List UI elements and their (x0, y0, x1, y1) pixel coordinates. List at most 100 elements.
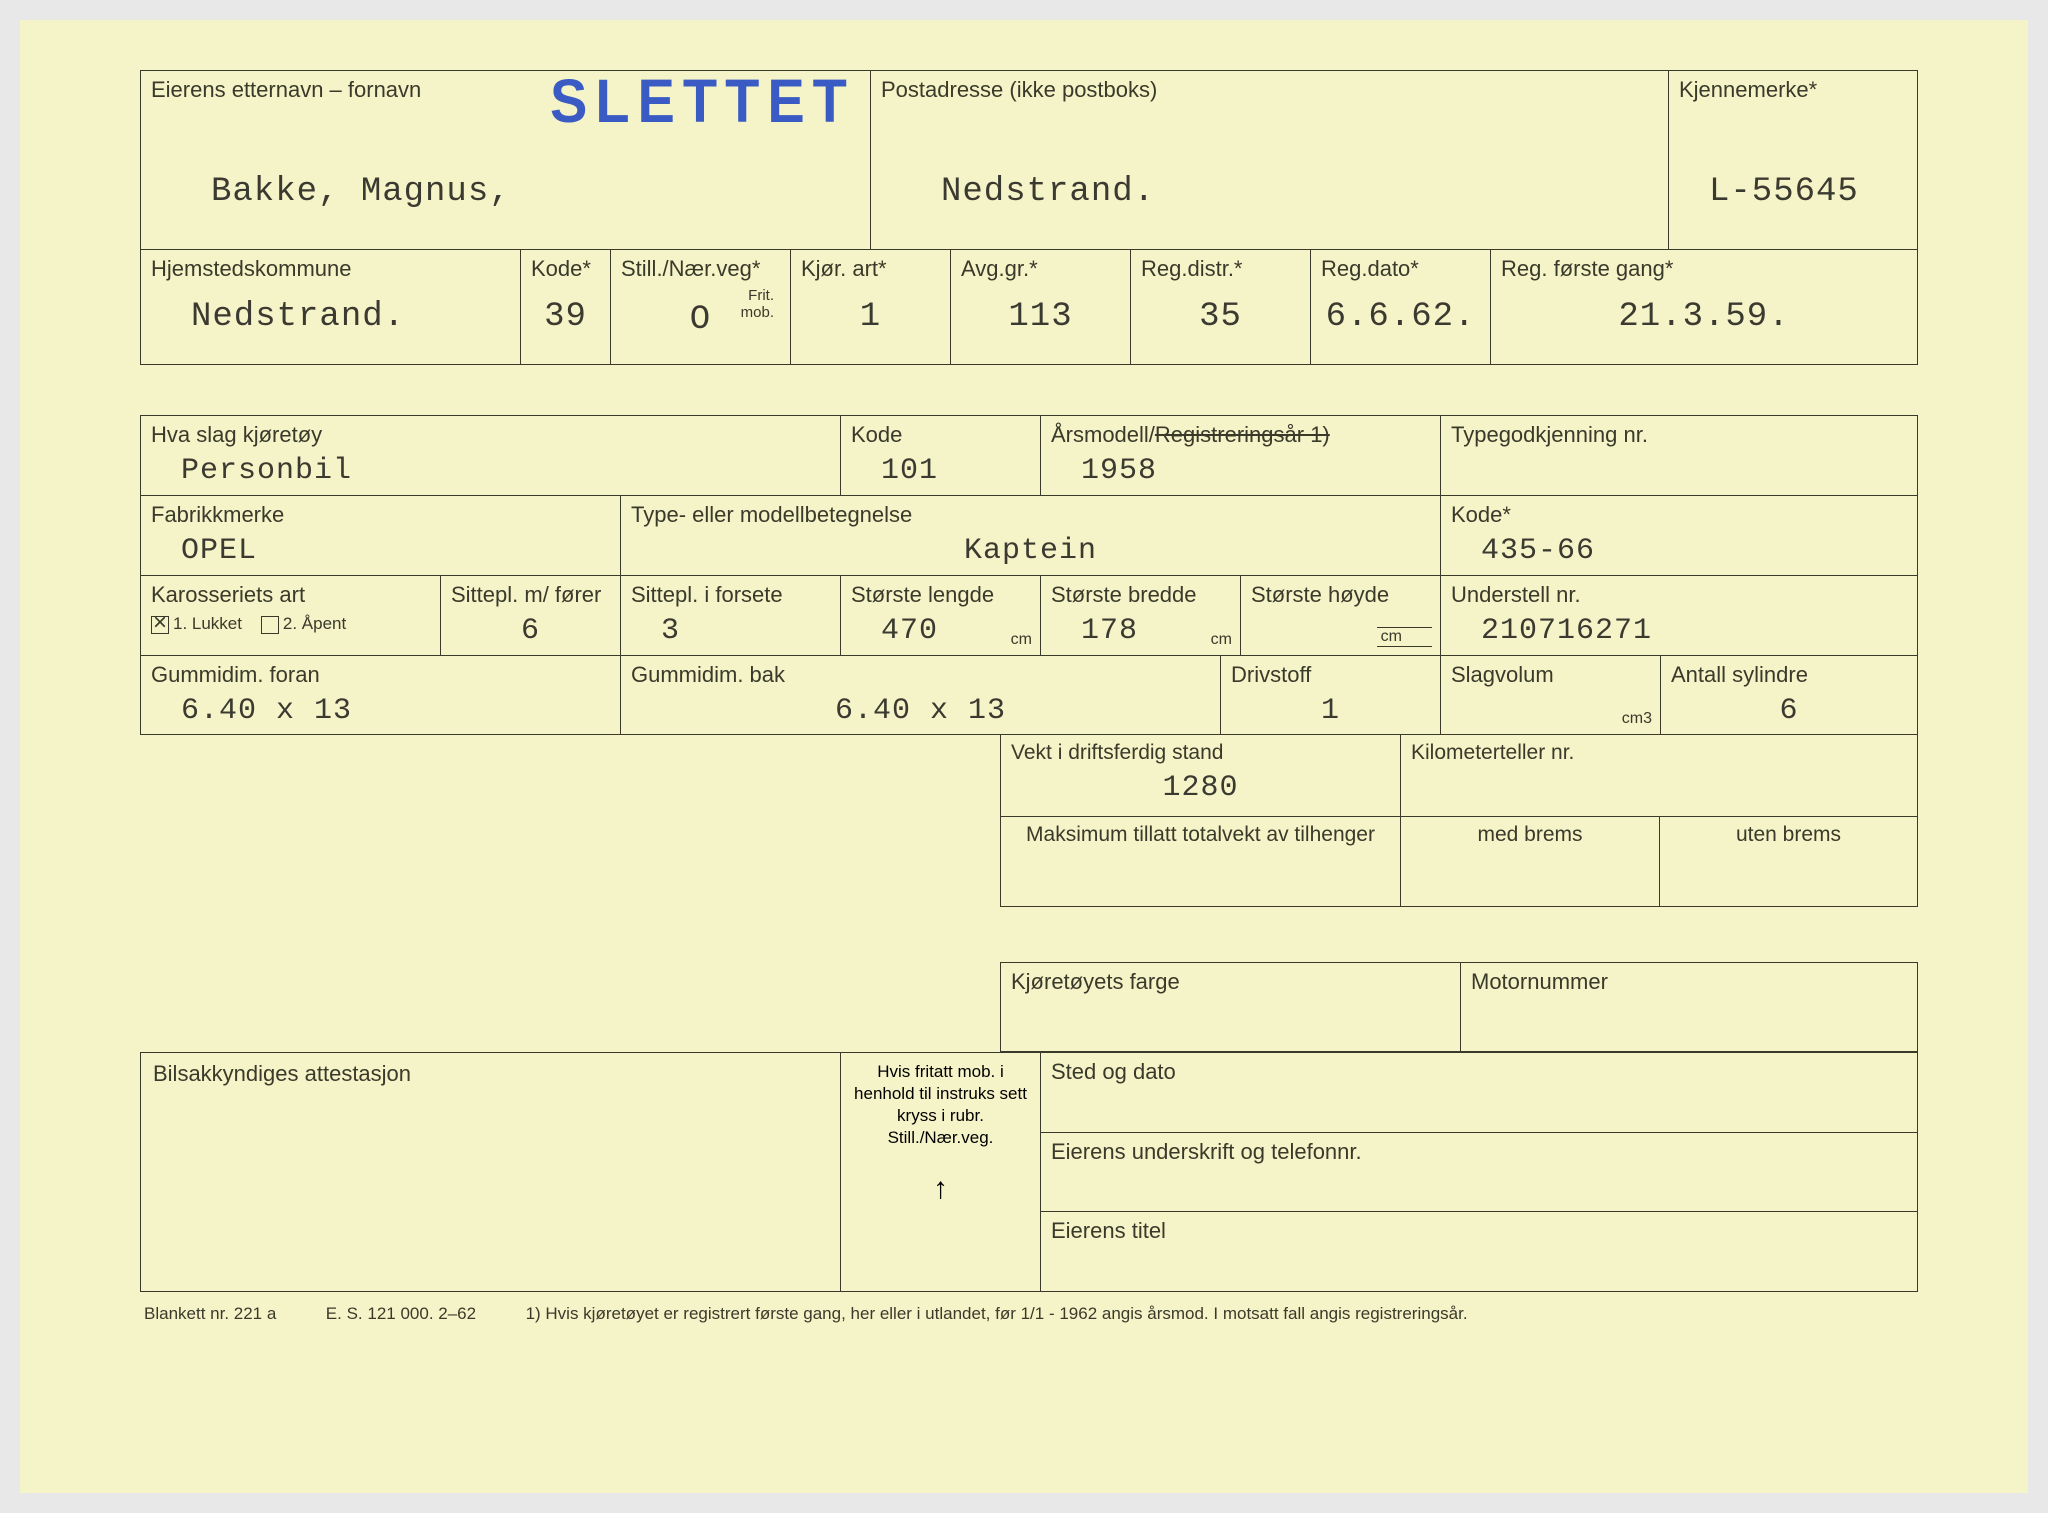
exempt-cell: Hvis fritatt mob. i henhold til instruks… (840, 1052, 1040, 1292)
frontseats-cell: Sittepl. i forsete 3 (620, 575, 840, 655)
plate-label: Kjennemerke* (1679, 77, 1907, 103)
color-motor-row: Kjøretøyets farge Motornummer (140, 962, 1918, 1052)
kode-label: Kode* (531, 256, 600, 282)
model-cell: Type- eller modellbetegnelse Kaptein (620, 495, 1440, 575)
kode-cell: Kode* 39 (520, 250, 610, 365)
footer-blankett: Blankett nr. 221 a (144, 1304, 276, 1323)
color-label: Kjøretøyets farge (1011, 969, 1450, 995)
seats-cell: Sittepl. m/ fører 6 (440, 575, 620, 655)
kode2-cell: Kode* 435-66 (1440, 495, 1918, 575)
seats-label: Sittepl. m/ fører (451, 582, 610, 608)
attestation-label: Bilsakkyndiges attestasjon (153, 1061, 411, 1086)
year-value: 1958 (1051, 454, 1430, 494)
with-brake-cell: med brems (1400, 817, 1659, 907)
avg-cell: Avg.gr.* 113 (950, 250, 1130, 365)
owner-name-label: Eierens etternavn – fornavn (151, 77, 860, 103)
length-label: Største lengde (851, 582, 1030, 608)
kerb-weight-cell: Vekt i driftsferdig stand 1280 (1000, 735, 1400, 817)
displacement-cell: Slagvolum cm3 (1440, 655, 1660, 735)
registration-row: Hjemstedskommune Nedstrand. Kode* 39 Sti… (140, 250, 1918, 365)
dist-cell: Reg.distr.* 35 (1130, 250, 1310, 365)
engine-cell: Motornummer (1460, 962, 1918, 1052)
body-closed-checkbox (151, 616, 169, 634)
title-cell: Eierens titel (1040, 1211, 1918, 1292)
width-cell: Største bredde 178 cm (1040, 575, 1240, 655)
without-brake-label: uten brems (1670, 823, 1907, 847)
attestation-block: Bilsakkyndiges attestasjon Hvis fritatt … (140, 1052, 1918, 1292)
vehicle-block: Hva slag kjøretøy Personbil Kode 101 Års… (140, 415, 1918, 735)
avg-label: Avg.gr.* (961, 256, 1120, 282)
vehicle-kode-label: Kode (851, 422, 1030, 448)
model-label: Type- eller modellbetegnelse (631, 502, 1430, 528)
height-cell: Største høyde cm (1240, 575, 1440, 655)
plate-cell: Kjennemerke* L-55645 (1668, 70, 1918, 250)
owner-row: Eierens etternavn – fornavn Bakke, Magnu… (140, 70, 1918, 250)
length-cell: Største lengde 470 cm (840, 575, 1040, 655)
width-value: 178 (1051, 614, 1230, 654)
with-brake-label: med brems (1411, 823, 1649, 847)
odometer-cell: Kilometerteller nr. (1400, 735, 1918, 817)
vehicle-type-label: Hva slag kjøretøy (151, 422, 830, 448)
owner-addr-cell: Postadresse (ikke postboks) Nedstrand. (870, 70, 1668, 250)
tyre-rear-cell: Gummidim. bak 6.40 x 13 (620, 655, 1220, 735)
fuel-value: 1 (1231, 694, 1430, 734)
length-unit: cm (1011, 631, 1032, 649)
avg-value: 113 (961, 298, 1120, 338)
footer-es: E. S. 121 000. 2–62 (326, 1304, 476, 1323)
signature-column: Sted og dato Eierens underskrift og tele… (1040, 1052, 1918, 1292)
width-unit: cm (1211, 631, 1232, 649)
dist-label: Reg.distr.* (1141, 256, 1300, 282)
fuel-label: Drivstoff (1231, 662, 1430, 688)
tyre-front-value: 6.40 x 13 (151, 694, 610, 734)
still-label: Still./Nær.veg* (621, 256, 780, 282)
chassis-label: Understell nr. (1451, 582, 1907, 608)
typeapproval-value (1451, 454, 1907, 494)
still-cell: Still./Nær.veg* Frit. mob. O (610, 250, 790, 365)
make-value: OPEL (151, 534, 610, 574)
cylinders-label: Antall sylindre (1671, 662, 1907, 688)
vehicle-type-value: Personbil (151, 454, 830, 494)
color-cell: Kjøretøyets farge (1000, 962, 1460, 1052)
vehicle-type-cell: Hva slag kjøretøy Personbil (140, 415, 840, 495)
model-value: Kaptein (631, 534, 1430, 574)
cylinders-cell: Antall sylindre 6 (1660, 655, 1918, 735)
kerb-weight-label: Vekt i driftsferdig stand (1011, 741, 1390, 765)
signature-cell: Eierens underskrift og telefonnr. (1040, 1132, 1918, 1212)
art-cell: Kjør. art* 1 (790, 250, 950, 365)
arrow-up-icon: ↑ (849, 1169, 1032, 1208)
height-unit: cm (1377, 627, 1432, 647)
length-value: 470 (851, 614, 1030, 654)
displacement-unit: cm3 (1622, 710, 1652, 728)
year-cell: Årsmodell/Registreringsår 1) 1958 (1040, 415, 1440, 495)
municipality-value: Nedstrand. (151, 298, 510, 338)
regdato-value: 6.6.62. (1321, 298, 1480, 338)
dist-value: 35 (1141, 298, 1300, 338)
kode2-value: 435-66 (1451, 534, 1907, 574)
vehicle-kode-cell: Kode 101 (840, 415, 1040, 495)
odometer-value (1411, 771, 1907, 811)
firstreg-cell: Reg. første gang* 21.3.59. (1490, 250, 1918, 365)
width-label: Største bredde (1051, 582, 1230, 608)
regdato-label: Reg.dato* (1321, 256, 1480, 282)
kode2-label: Kode* (1451, 502, 1907, 528)
signature-label: Eierens underskrift og telefonnr. (1051, 1139, 1907, 1165)
owner-name-cell: Eierens etternavn – fornavn Bakke, Magnu… (140, 70, 870, 250)
art-label: Kjør. art* (801, 256, 940, 282)
attestation-cell: Bilsakkyndiges attestasjon (140, 1052, 840, 1292)
weight-block: Vekt i driftsferdig stand 1280 Kilometer… (140, 735, 1918, 907)
footer-note: 1) Hvis kjøretøyet er registrert første … (526, 1304, 1468, 1323)
frontseats-value: 3 (631, 614, 830, 654)
vehicle-kode-value: 101 (851, 454, 1030, 494)
exempt-text: Hvis fritatt mob. i henhold til instruks… (854, 1062, 1027, 1147)
body-cell: Karosseriets art 1. Lukket 2. Åpent (140, 575, 440, 655)
kode-value: 39 (531, 298, 600, 338)
registration-card: SLETTET Eierens etternavn – fornavn Bakk… (20, 20, 2028, 1493)
height-label: Største høyde (1251, 582, 1430, 608)
trailer-weight-cell: Maksimum tillatt totalvekt av tilhenger (1000, 817, 1400, 907)
regdato-cell: Reg.dato* 6.6.62. (1310, 250, 1490, 365)
place-date-label: Sted og dato (1051, 1059, 1907, 1085)
make-label: Fabrikkmerke (151, 502, 610, 528)
form-footer: Blankett nr. 221 a E. S. 121 000. 2–62 1… (140, 1304, 1918, 1324)
plate-value: L-55645 (1679, 173, 1907, 213)
year-label: Årsmodell/Registreringsår 1) (1051, 422, 1430, 448)
